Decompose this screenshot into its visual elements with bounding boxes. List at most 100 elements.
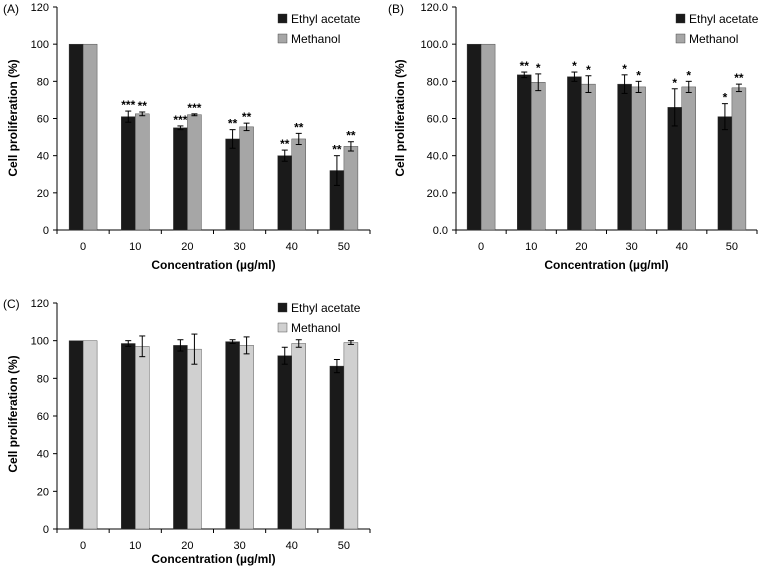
x-tick-label: 10 xyxy=(525,241,537,253)
significance-mark: ** xyxy=(138,99,148,113)
significance-mark: ** xyxy=(280,137,290,151)
y-axis-label: Cell proliferation (%) xyxy=(6,355,20,472)
x-tick-label: 50 xyxy=(726,241,738,253)
ethyl-acetate-bar-30 xyxy=(225,138,240,231)
y-tick-label: 20.0 xyxy=(427,188,448,200)
significance-mark: ** xyxy=(332,143,342,157)
x-tick-label: 10 xyxy=(129,241,141,253)
ethyl-acetate-bar-30 xyxy=(617,83,632,231)
x-tick-label: 30 xyxy=(625,241,637,253)
x-tick-label: 0 xyxy=(80,540,86,552)
legend-swatch-ethyl-acetate xyxy=(277,302,288,313)
x-axis-label: Concentration (µg/ml) xyxy=(151,552,275,566)
ethyl-acetate-bar-40 xyxy=(277,155,292,231)
methanol-bar-20 xyxy=(581,83,596,231)
legend-swatch-methanol xyxy=(277,33,288,44)
y-tick-label: 20 xyxy=(37,188,49,200)
significance-mark: * xyxy=(586,63,591,77)
methanol-bar-10 xyxy=(531,82,546,231)
x-tick-label: 20 xyxy=(181,241,193,253)
legend-swatch-ethyl-acetate xyxy=(675,13,686,24)
y-tick-label: 100 xyxy=(31,39,49,51)
y-tick-label: 100 xyxy=(31,336,49,348)
ethyl-acetate-bar-40 xyxy=(277,355,292,530)
legend-swatch-methanol xyxy=(675,33,686,44)
ethyl-acetate-bar-20 xyxy=(567,76,582,231)
methanol-bar-0 xyxy=(480,43,496,231)
y-tick-label: 20 xyxy=(37,486,49,498)
y-tick-label: 0.0 xyxy=(433,225,448,237)
legend-label-ethyl-acetate: Ethyl acetate xyxy=(291,301,361,315)
methanol-bar-30 xyxy=(239,126,254,231)
y-axis-label: Cell proliferation (%) xyxy=(393,59,407,176)
significance-mark: * xyxy=(622,62,627,76)
y-tick-label: 40 xyxy=(37,151,49,163)
y-tick-label: 0 xyxy=(43,225,49,237)
legend-label-ethyl-acetate: Ethyl acetate xyxy=(689,12,759,26)
y-tick-label: 80 xyxy=(37,373,49,385)
x-tick-label: 20 xyxy=(575,241,587,253)
methanol-bar-40 xyxy=(291,138,306,231)
ethyl-acetate-bar-0 xyxy=(68,340,84,530)
y-tick-label: 40 xyxy=(37,449,49,461)
methanol-bar-0 xyxy=(82,340,98,530)
methanol-bar-0 xyxy=(82,43,98,231)
ethyl-acetate-bar-50 xyxy=(329,365,345,530)
significance-mark: * xyxy=(686,68,691,82)
ethyl-acetate-bar-20 xyxy=(173,127,188,231)
methanol-bar-10 xyxy=(135,346,150,530)
x-tick-label: 50 xyxy=(338,540,350,552)
ethyl-acetate-bar-10 xyxy=(121,116,136,231)
significance-mark: *** xyxy=(173,113,187,127)
methanol-bar-20 xyxy=(187,114,202,231)
y-tick-label: 60 xyxy=(37,411,49,423)
y-axis-label: Cell proliferation (%) xyxy=(6,59,20,176)
significance-mark: ** xyxy=(346,129,356,143)
x-tick-label: 40 xyxy=(286,241,298,253)
significance-mark: *** xyxy=(121,98,135,112)
methanol-bar-40 xyxy=(681,86,696,231)
methanol-bar-40 xyxy=(291,343,306,530)
significance-mark: * xyxy=(723,91,728,105)
significance-mark: * xyxy=(636,68,641,82)
significance-mark: ** xyxy=(520,59,530,73)
x-tick-label: 20 xyxy=(181,540,193,552)
panel-label: (A) xyxy=(3,2,19,16)
x-tick-label: 50 xyxy=(338,241,350,253)
y-tick-label: 120.0 xyxy=(420,2,448,14)
methanol-bar-50 xyxy=(731,87,747,231)
x-tick-label: 30 xyxy=(233,241,245,253)
significance-mark: * xyxy=(536,61,541,75)
legend-label-methanol: Methanol xyxy=(291,32,340,46)
methanol-bar-30 xyxy=(239,345,254,530)
ethyl-acetate-bar-50 xyxy=(717,116,733,231)
chart-panel-3: (C) 0 20 40 60 80 100 120 0 10 20 30 40 50 Concentrati… xyxy=(3,297,371,566)
y-tick-label: 0 xyxy=(43,524,49,536)
significance-mark: * xyxy=(672,76,677,90)
x-tick-label: 40 xyxy=(286,540,298,552)
ethyl-acetate-bar-0 xyxy=(68,43,84,231)
significance-mark: ** xyxy=(294,120,304,134)
x-tick-label: 40 xyxy=(676,241,688,253)
methanol-bar-50 xyxy=(343,342,359,530)
ethyl-acetate-bar-20 xyxy=(173,345,188,530)
y-tick-label: 60.0 xyxy=(427,114,448,126)
y-tick-label: 80 xyxy=(37,76,49,88)
y-tick-label: 100.0 xyxy=(420,39,448,51)
methanol-bar-50 xyxy=(343,146,359,231)
significance-mark: ** xyxy=(242,110,252,124)
legend-swatch-ethyl-acetate xyxy=(277,13,288,24)
ethyl-acetate-bar-30 xyxy=(225,341,240,530)
x-tick-label: 0 xyxy=(80,241,86,253)
ethyl-acetate-bar-10 xyxy=(517,74,532,231)
ethyl-acetate-bar-10 xyxy=(121,343,136,530)
y-tick-label: 40.0 xyxy=(427,151,448,163)
significance-mark: ** xyxy=(228,117,238,131)
y-tick-label: 120 xyxy=(31,2,49,14)
x-axis-label: Concentration (µg/ml) xyxy=(151,258,275,272)
y-tick-label: 80.0 xyxy=(427,76,448,88)
legend-label-methanol: Methanol xyxy=(291,321,340,335)
